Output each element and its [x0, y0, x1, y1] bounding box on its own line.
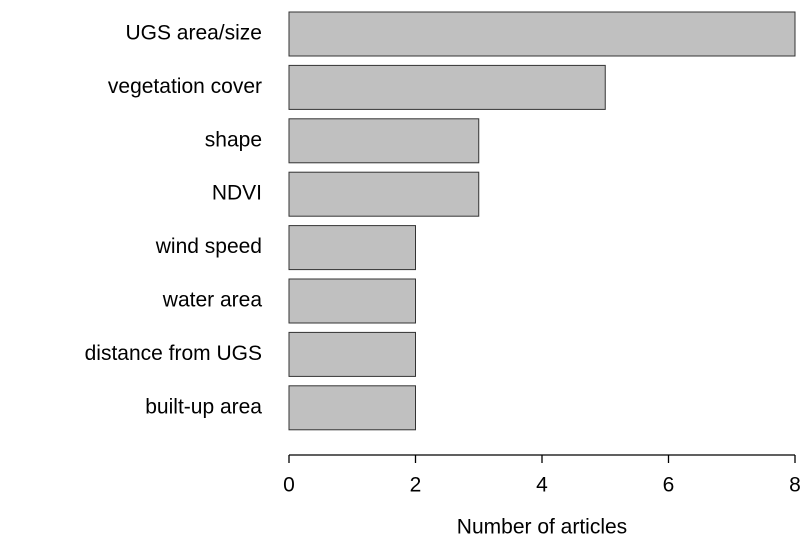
x-axis-label: Number of articles	[457, 516, 627, 539]
y-tick-label: wind speed	[155, 235, 262, 258]
bar	[288, 278, 416, 324]
bar	[288, 385, 416, 431]
bar	[288, 171, 480, 217]
x-tick-label: 2	[410, 474, 422, 497]
y-tick-label: vegetation cover	[108, 75, 262, 98]
bar	[288, 64, 606, 110]
y-tick-label: UGS area/size	[125, 22, 262, 45]
bar	[288, 11, 796, 57]
x-tick-label: 6	[663, 474, 675, 497]
bar	[288, 331, 416, 377]
y-tick-label: built-up area	[145, 395, 262, 418]
x-tick-label: 0	[283, 474, 295, 497]
y-tick-label: distance from UGS	[85, 342, 262, 365]
bar	[288, 225, 416, 271]
y-tick-label: shape	[205, 128, 262, 151]
x-tick-label: 4	[536, 474, 548, 497]
bar	[288, 118, 480, 164]
x-tick-label: 8	[789, 474, 801, 497]
y-tick-label: water area	[162, 289, 263, 312]
y-tick-label: NDVI	[212, 182, 262, 205]
